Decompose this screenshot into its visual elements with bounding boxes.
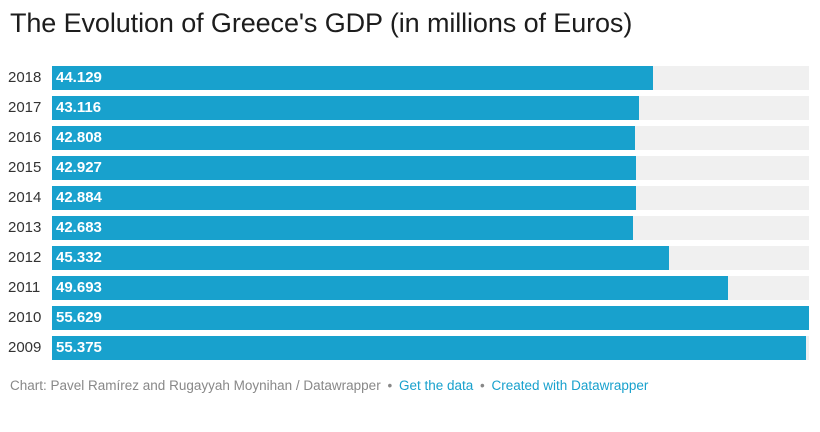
bar-track: 43.116	[52, 96, 809, 120]
bar-2010: 55.629	[52, 306, 809, 330]
year-label: 2009	[8, 339, 42, 356]
bar-value-label: 49.693	[56, 279, 102, 296]
bar-2014: 42.884	[52, 186, 636, 210]
bar-value-label: 55.629	[56, 309, 102, 326]
chart-footer: Chart: Pavel Ramírez and Rugayyah Moynih…	[10, 378, 648, 393]
bar-track: 55.629	[52, 306, 809, 330]
bar-2012: 45.332	[52, 246, 669, 270]
year-label: 2010	[8, 309, 42, 326]
bar-2015: 42.927	[52, 156, 637, 180]
year-label: 2013	[8, 219, 42, 236]
bar-value-label: 43.116	[56, 99, 102, 116]
bar-value-label: 42.808	[56, 129, 102, 146]
bar-value-label: 44.129	[56, 69, 102, 86]
get-the-data-link[interactable]: Get the data	[398, 378, 474, 393]
bar-chart: 2018 44.129 2017 43.116 2016 42.808 2015 42.927…	[8, 66, 809, 360]
bar-track: 42.884	[52, 186, 809, 210]
bar-value-label: 42.683	[56, 219, 102, 236]
bar-track: 44.129	[52, 66, 809, 90]
bar-track: 49.693	[52, 276, 809, 300]
bar-value-label: 45.332	[56, 249, 102, 266]
year-label: 2017	[8, 99, 42, 116]
bar-2009: 55.375	[52, 336, 806, 360]
bar-track: 42.683	[52, 216, 809, 240]
bar-2017: 43.116	[52, 96, 639, 120]
year-label: 2016	[8, 129, 42, 146]
created-with-datawrapper-link[interactable]: Created with Datawrapper	[491, 378, 649, 393]
footer-separator: •	[480, 378, 485, 393]
chart-credit: Chart: Pavel Ramírez and Rugayyah Moynih…	[10, 378, 381, 393]
footer-separator: •	[387, 378, 393, 393]
bar-track: 45.332	[52, 246, 809, 270]
year-label: 2018	[8, 69, 42, 86]
year-label: 2015	[8, 159, 42, 176]
bar-value-label: 55.375	[56, 339, 102, 356]
year-label: 2011	[8, 279, 41, 296]
bar-track: 55.375	[52, 336, 809, 360]
bar-2018: 44.129	[52, 66, 653, 90]
bar-track: 42.927	[52, 156, 809, 180]
bar-value-label: 42.884	[56, 189, 102, 206]
year-label: 2012	[8, 249, 42, 266]
bar-2013: 42.683	[52, 216, 633, 240]
bar-track: 42.808	[52, 126, 809, 150]
bar-2016: 42.808	[52, 126, 635, 150]
bar-2011: 49.693	[52, 276, 729, 300]
bar-value-label: 42.927	[56, 159, 102, 176]
year-label: 2014	[8, 189, 42, 206]
chart-title: The Evolution of Greece's GDP (in millio…	[10, 8, 633, 38]
